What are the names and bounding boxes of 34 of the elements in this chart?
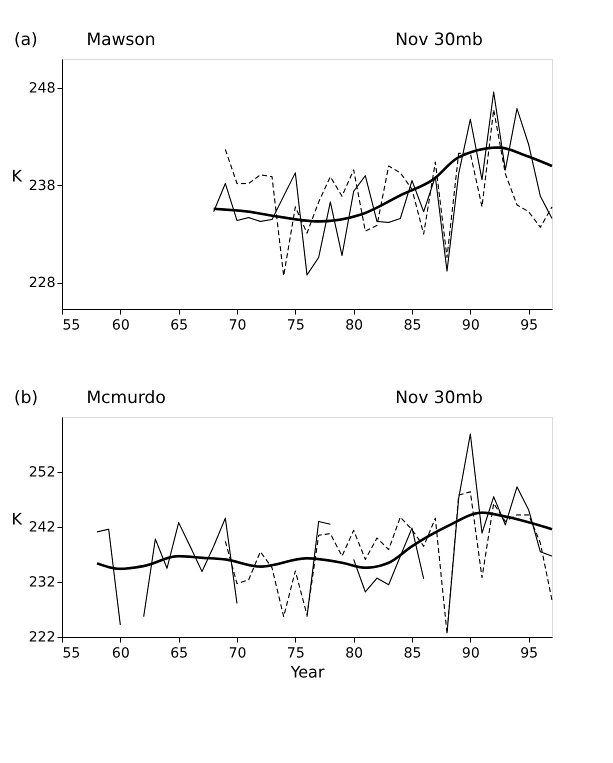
text: (b) [14,388,38,408]
x-tick-label: 55 [62,318,80,334]
x-tick-label: 95 [520,318,538,334]
x-tick-label: 60 [112,646,130,662]
x-tick-label: 80 [345,646,364,662]
x-tick-label: 70 [228,318,246,334]
x-tick-label: 85 [404,646,422,662]
y-tick-label: 228 [28,275,56,292]
chart-title: Mcmurdo [86,388,166,408]
chart-title: Mawson [86,30,156,50]
y-tick-label: 222 [28,630,56,646]
x-tick-label: 90 [462,318,480,334]
x-tick-label: 65 [170,646,188,662]
y-tick-label: 248 [28,80,56,97]
y-tick-label: 238 [28,178,56,194]
x-tick-label: 90 [462,646,480,662]
x-axis-title: Year [290,662,325,682]
x-tick-label: 80 [345,318,364,334]
x-tick-label: 60 [112,318,130,334]
x-tick-label: 70 [228,646,246,662]
x-tick-label: 65 [170,318,188,334]
y-tick-label: 232 [28,574,56,590]
y-axis-title: K [12,166,23,186]
x-tick-label: 95 [520,646,538,662]
y-tick-label: 242 [28,520,56,536]
x-tick-label: 75 [286,318,305,334]
chart-subtitle: Nov 30mb [395,30,483,50]
x-tick-label: 75 [286,646,305,662]
text: (a) [14,30,38,50]
y-tick-label: 252 [28,464,56,480]
chart-subtitle: Nov 30mb [395,388,483,408]
x-tick-label: 55 [62,646,80,662]
y-axis-title: K [12,510,23,528]
x-tick-label: 85 [404,318,422,334]
